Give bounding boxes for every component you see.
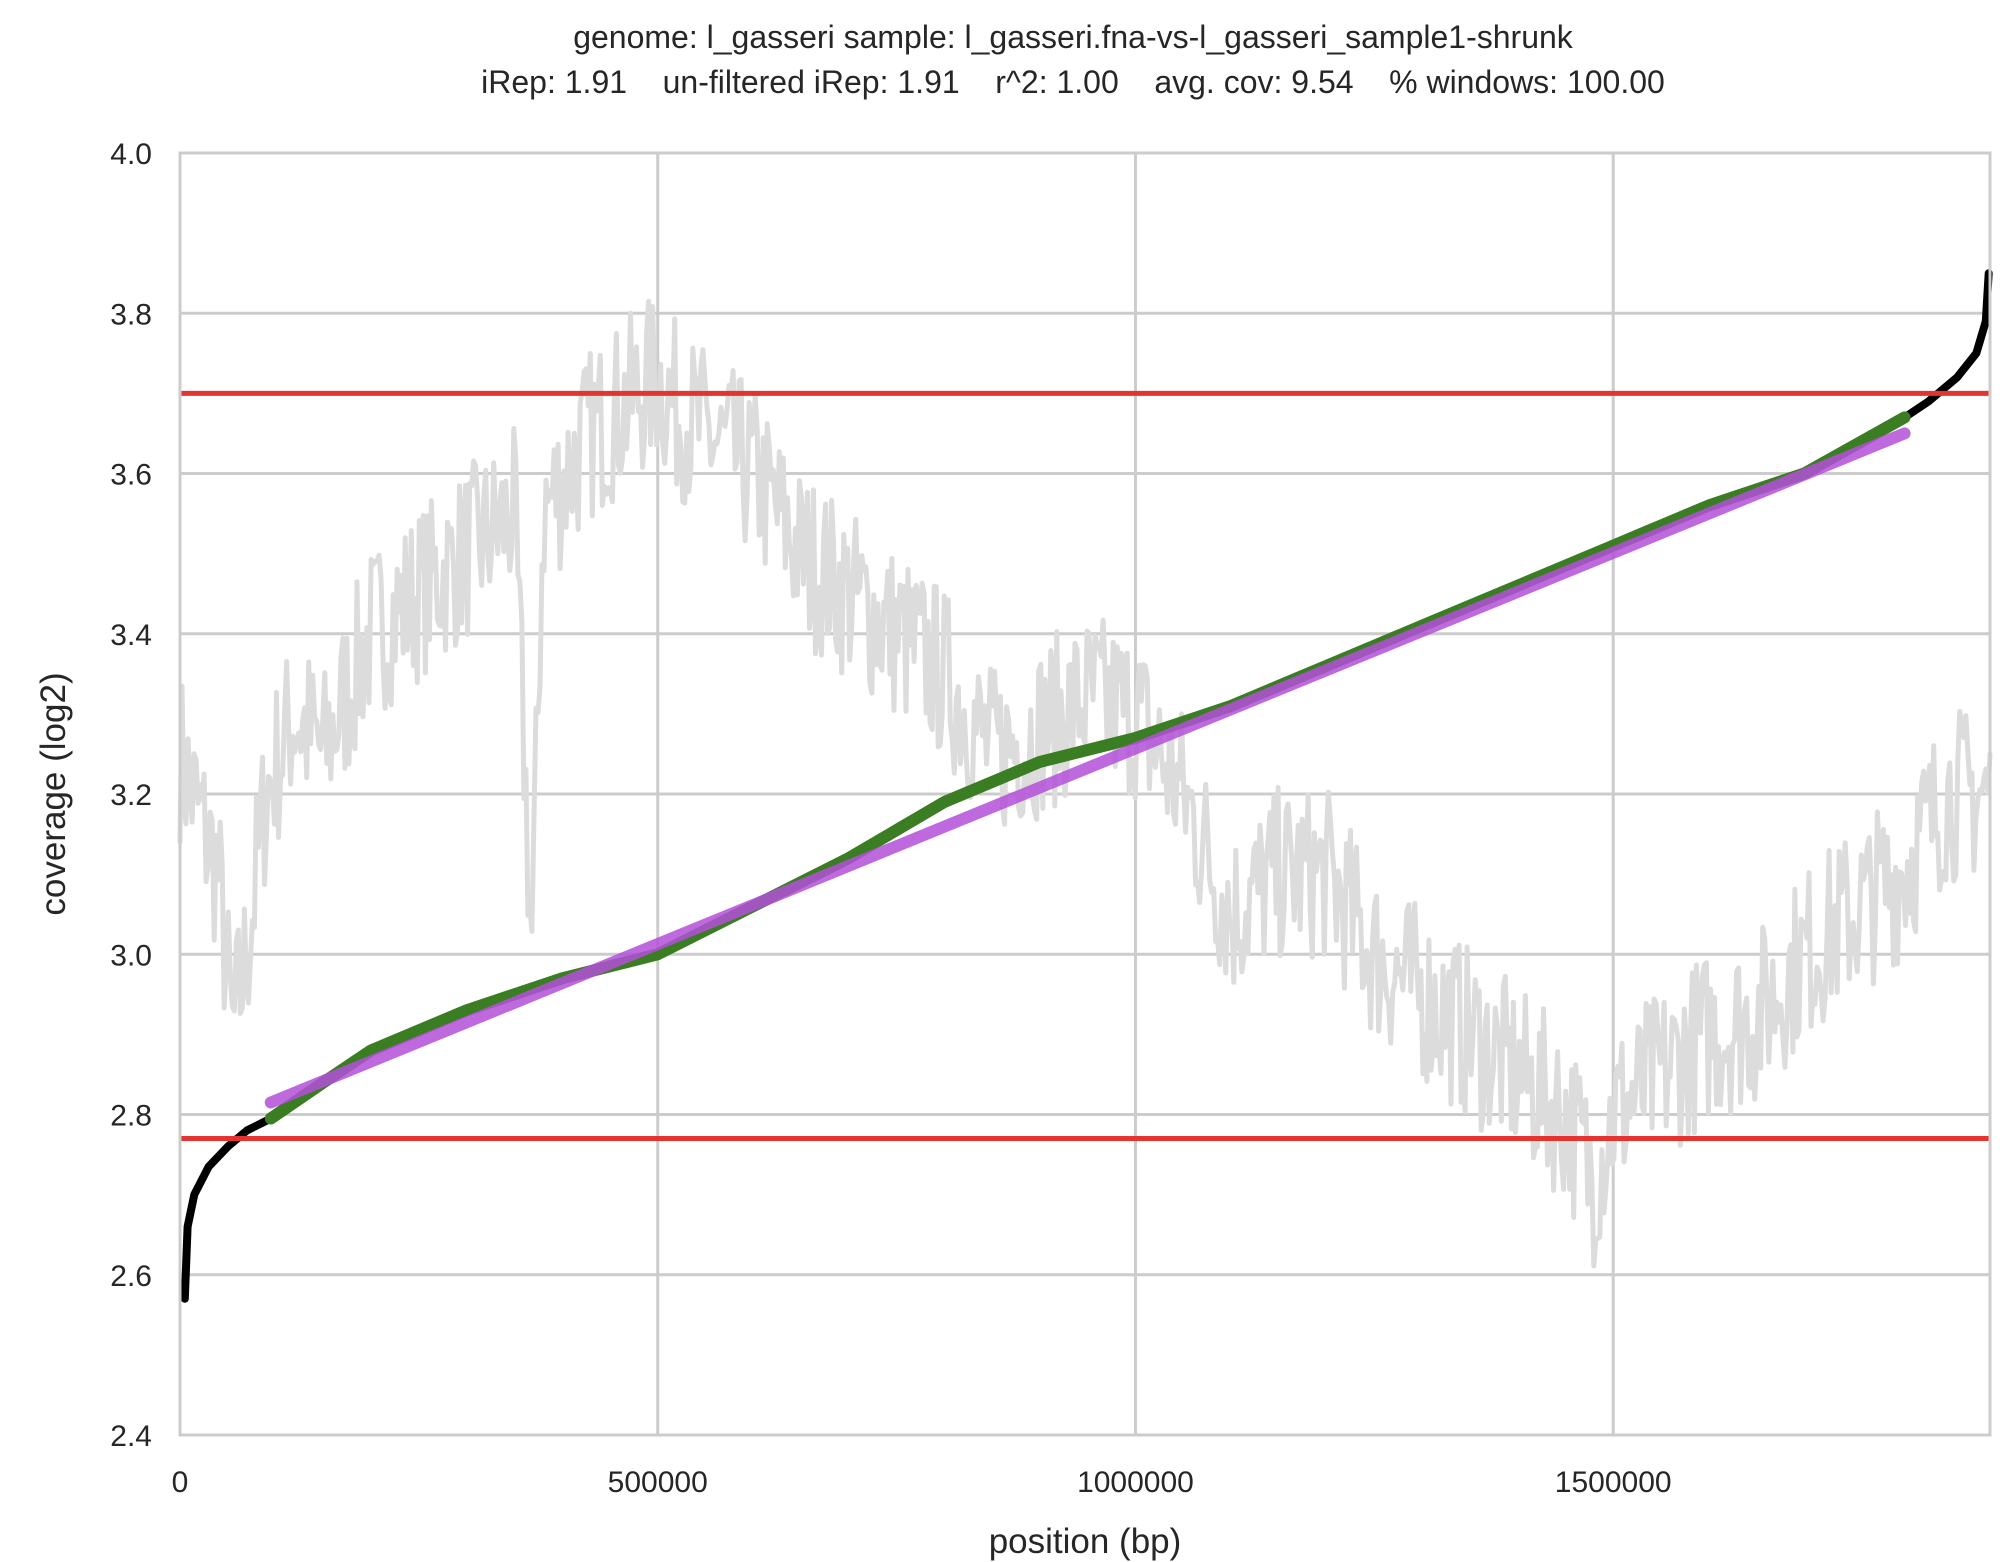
raw-coverage-line xyxy=(177,298,1993,1269)
y-tick-label: 3.0 xyxy=(110,939,152,972)
y-tick-label: 3.4 xyxy=(110,619,152,652)
y-tick-label: 3.6 xyxy=(110,459,152,492)
x-tick-label: 0 xyxy=(172,1466,189,1499)
x-tick-label: 1500000 xyxy=(1555,1466,1672,1499)
series-layer xyxy=(177,269,1993,1303)
chart-title: genome: l_gasseri sample: l_gasseri.fna-… xyxy=(573,19,1574,55)
chart-subtitle: iRep: 1.91 un-filtered iRep: 1.91 r^2: 1… xyxy=(481,64,1665,100)
x-axis-label: position (bp) xyxy=(989,1522,1182,1561)
y-tick-label: 2.6 xyxy=(110,1260,152,1293)
y-tick-label: 2.8 xyxy=(110,1100,152,1133)
x-tick-label: 500000 xyxy=(608,1466,708,1499)
plot-frame xyxy=(178,151,1992,1437)
y-tick-label: 4.0 xyxy=(110,138,152,171)
y-axis-label: coverage (log2) xyxy=(34,672,73,915)
y-tick-label: 2.4 xyxy=(110,1420,152,1453)
plot-area xyxy=(177,151,1993,1437)
y-tick-label: 3.2 xyxy=(110,779,152,812)
x-tick-label: 1000000 xyxy=(1077,1466,1194,1499)
filtered-sorted-coverage-line xyxy=(264,411,1911,1125)
y-tick-label: 3.8 xyxy=(110,298,152,331)
y-tick-labels: 2.4 2.6 2.8 3.0 3.2 3.4 3.6 3.8 4.0 xyxy=(110,138,152,1453)
threshold-lines xyxy=(180,390,1990,1142)
fit-line xyxy=(264,427,1911,1109)
x-tick-labels: 0 500000 1000000 1500000 xyxy=(172,1466,1672,1499)
